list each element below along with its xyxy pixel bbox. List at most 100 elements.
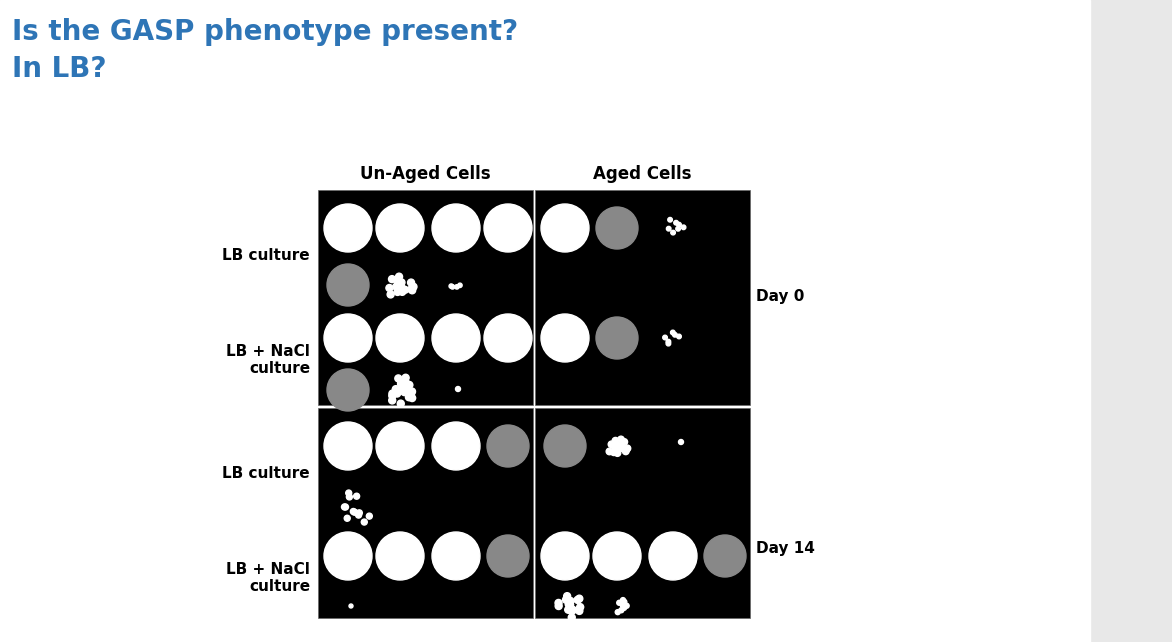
Circle shape: [704, 535, 747, 577]
Circle shape: [577, 603, 584, 611]
Circle shape: [570, 607, 577, 614]
Circle shape: [484, 204, 532, 252]
Circle shape: [397, 386, 404, 393]
Text: Aged Cells: Aged Cells: [593, 165, 691, 183]
Circle shape: [670, 330, 675, 334]
Circle shape: [404, 381, 411, 388]
Bar: [318, 190, 533, 405]
Circle shape: [673, 333, 677, 337]
Circle shape: [342, 504, 348, 510]
Circle shape: [614, 441, 620, 447]
Circle shape: [361, 519, 367, 525]
Circle shape: [616, 600, 621, 605]
Bar: [534, 408, 750, 618]
Circle shape: [406, 381, 413, 388]
Circle shape: [389, 397, 396, 404]
Circle shape: [347, 494, 353, 500]
Circle shape: [323, 314, 372, 362]
Circle shape: [564, 593, 571, 600]
Circle shape: [409, 395, 416, 401]
Circle shape: [619, 445, 626, 451]
Text: In LB?: In LB?: [12, 55, 107, 83]
Circle shape: [395, 281, 402, 287]
Circle shape: [681, 225, 686, 230]
Circle shape: [621, 438, 627, 446]
Circle shape: [350, 508, 356, 514]
Circle shape: [620, 603, 626, 609]
Circle shape: [488, 425, 529, 467]
Circle shape: [679, 440, 683, 444]
Circle shape: [402, 286, 409, 293]
Circle shape: [456, 386, 461, 392]
Circle shape: [449, 284, 454, 288]
Circle shape: [341, 504, 348, 510]
Circle shape: [346, 490, 352, 496]
Circle shape: [455, 284, 459, 289]
Circle shape: [393, 283, 400, 290]
Circle shape: [556, 603, 563, 609]
Circle shape: [393, 387, 400, 394]
Circle shape: [606, 448, 613, 455]
Circle shape: [618, 444, 624, 451]
Circle shape: [611, 449, 618, 456]
Circle shape: [397, 381, 404, 388]
Text: Un-Aged Cells: Un-Aged Cells: [360, 165, 491, 183]
Circle shape: [622, 600, 627, 604]
Text: LB + NaCl
culture: LB + NaCl culture: [226, 344, 311, 376]
Circle shape: [409, 388, 416, 395]
Circle shape: [670, 230, 675, 235]
Circle shape: [408, 279, 415, 286]
Circle shape: [619, 608, 624, 612]
Circle shape: [622, 446, 629, 453]
Circle shape: [625, 603, 629, 608]
Circle shape: [625, 445, 631, 452]
Circle shape: [376, 532, 424, 580]
Circle shape: [432, 204, 481, 252]
Circle shape: [397, 284, 404, 291]
Circle shape: [397, 283, 404, 290]
Circle shape: [345, 516, 350, 521]
Circle shape: [565, 606, 572, 613]
Circle shape: [402, 374, 409, 381]
Circle shape: [395, 286, 402, 293]
Circle shape: [396, 273, 402, 280]
Circle shape: [394, 390, 401, 397]
Circle shape: [568, 614, 575, 621]
Circle shape: [649, 532, 697, 580]
Bar: [318, 408, 533, 618]
Circle shape: [620, 598, 626, 603]
Circle shape: [386, 284, 393, 291]
Circle shape: [408, 286, 415, 293]
Circle shape: [575, 595, 582, 602]
Circle shape: [406, 394, 413, 401]
Circle shape: [566, 602, 573, 609]
Circle shape: [395, 375, 402, 382]
Circle shape: [541, 204, 590, 252]
Circle shape: [387, 291, 394, 298]
Circle shape: [608, 441, 615, 447]
Circle shape: [676, 334, 681, 339]
Text: Day 14: Day 14: [756, 541, 815, 555]
Circle shape: [354, 493, 360, 499]
Circle shape: [450, 284, 455, 289]
Circle shape: [556, 600, 563, 607]
Circle shape: [432, 314, 481, 362]
Circle shape: [408, 390, 415, 397]
Circle shape: [389, 392, 396, 399]
Circle shape: [367, 513, 373, 519]
Circle shape: [612, 444, 618, 450]
Circle shape: [401, 388, 408, 395]
Bar: [534, 190, 750, 405]
Circle shape: [397, 400, 404, 407]
Circle shape: [567, 607, 574, 614]
Circle shape: [575, 607, 582, 614]
Circle shape: [667, 227, 672, 231]
Circle shape: [327, 369, 369, 411]
Circle shape: [666, 340, 670, 344]
Circle shape: [349, 604, 353, 608]
Circle shape: [409, 287, 416, 294]
Circle shape: [541, 314, 590, 362]
Text: LB + NaCl
culture: LB + NaCl culture: [226, 562, 311, 594]
Circle shape: [622, 448, 629, 455]
Circle shape: [409, 284, 416, 291]
